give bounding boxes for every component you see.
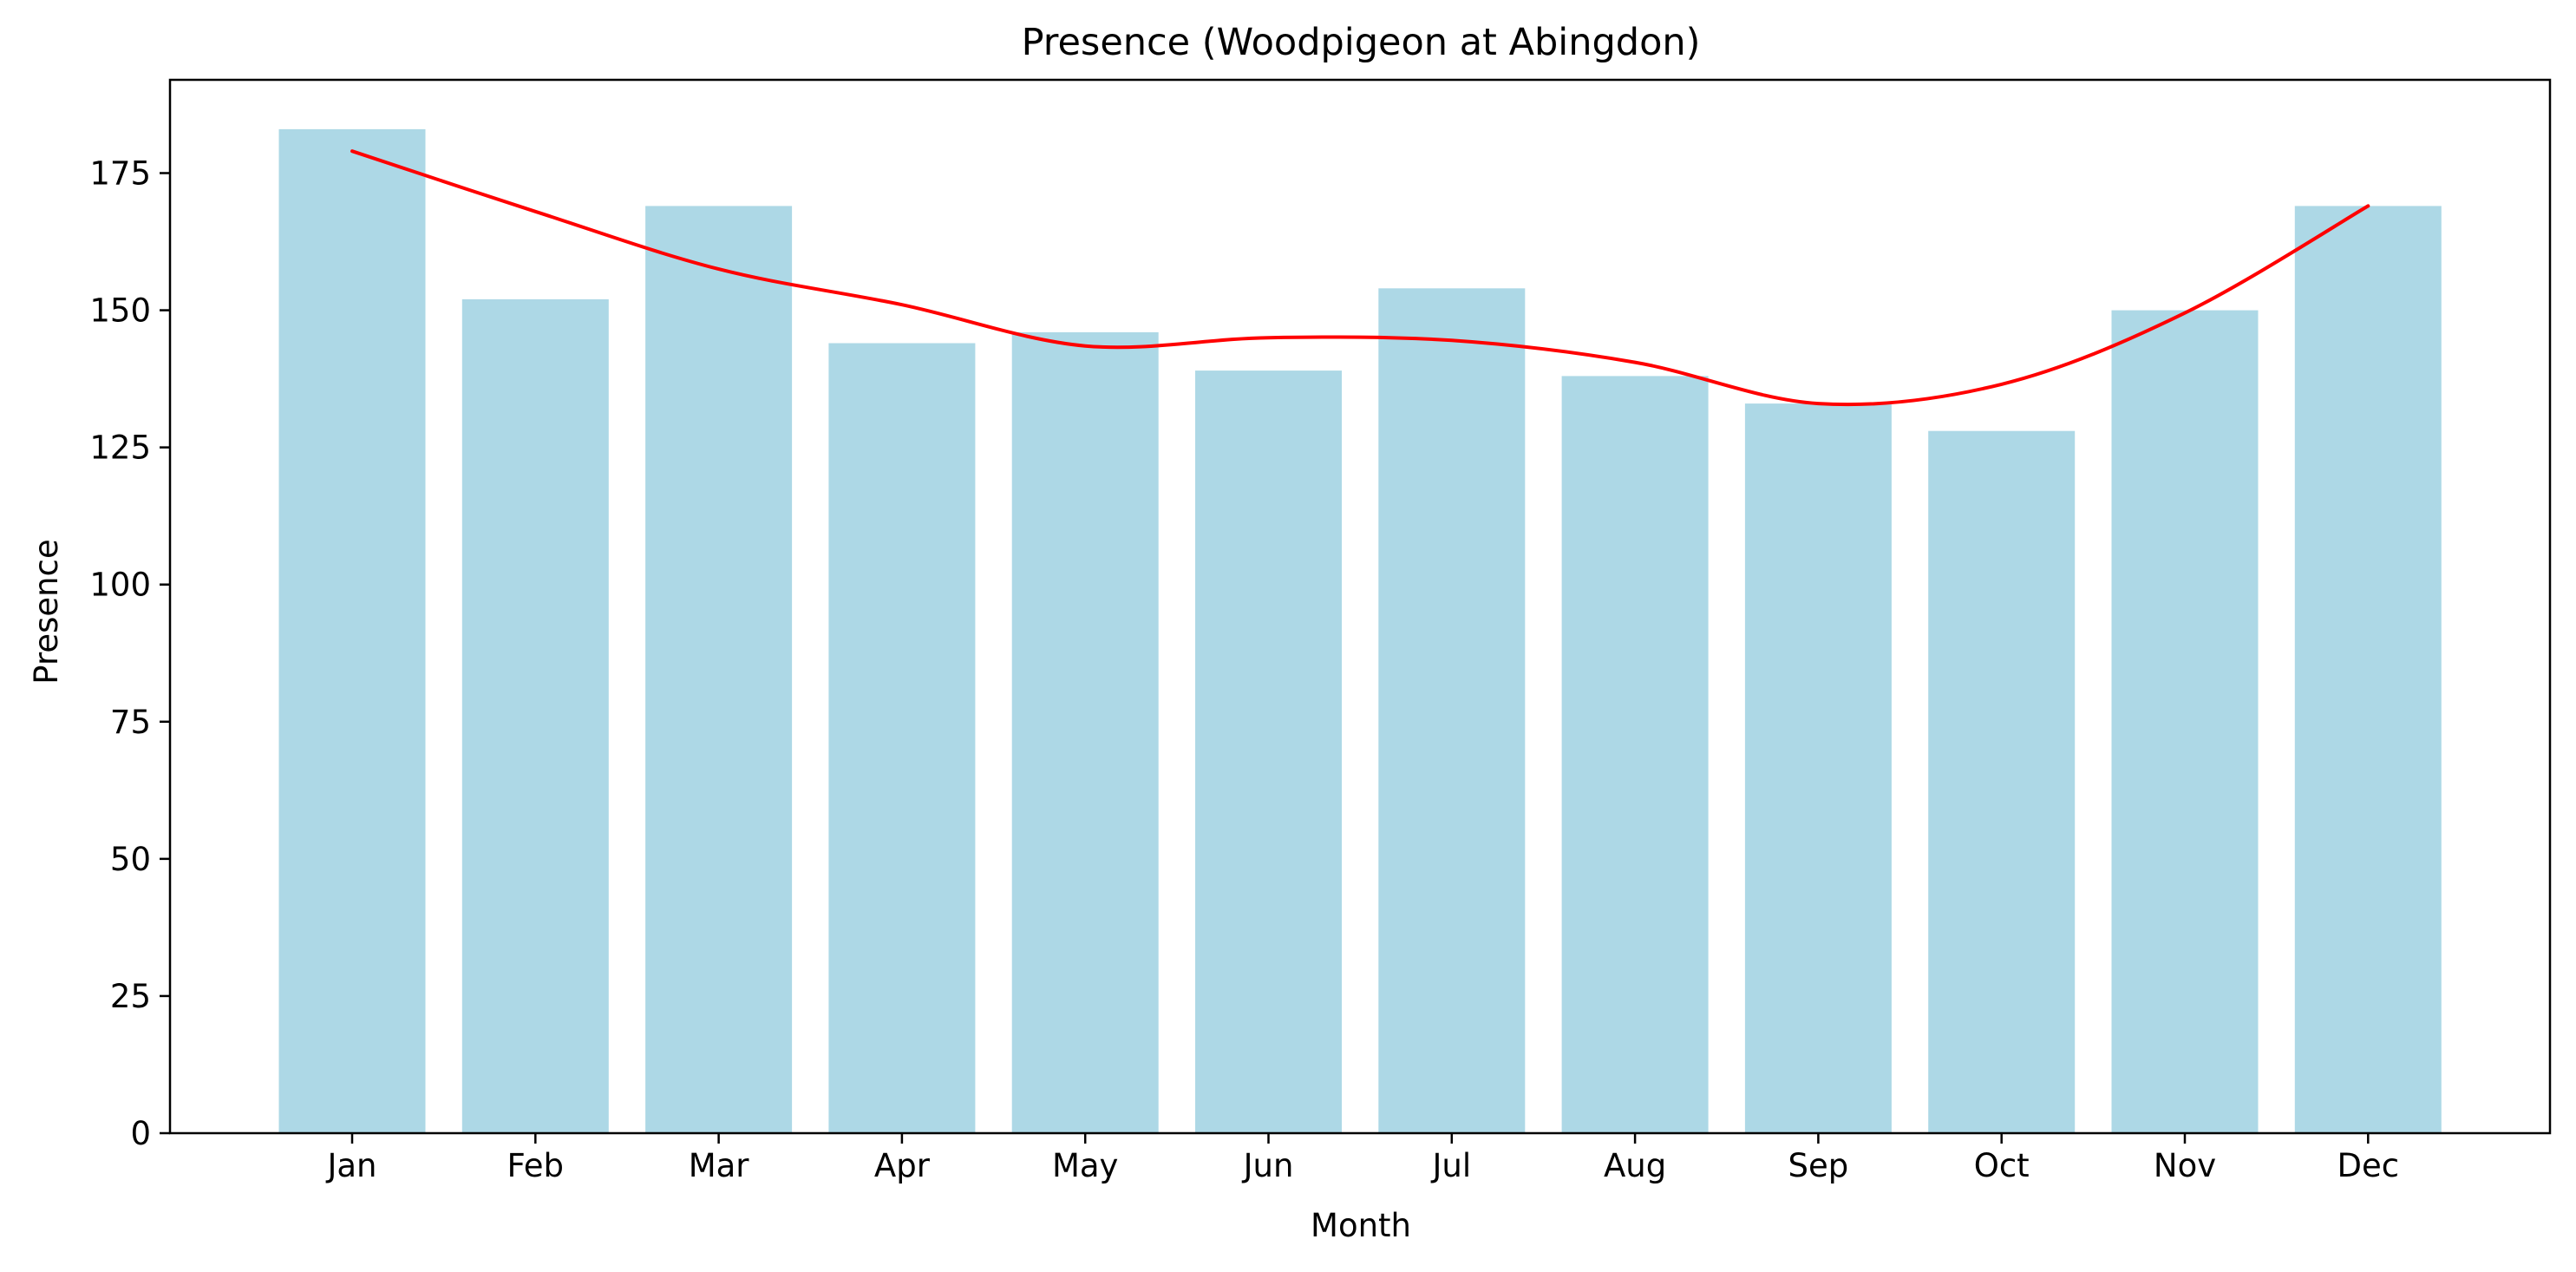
bar-aug [1561, 376, 1709, 1133]
x-tick-label: Sep [1788, 1147, 1849, 1184]
trend-line [350, 149, 2370, 407]
axes: 0 25 50 75 100 125 150 175 Jan Feb Mar Apr May Jun Jul… [89, 78, 2552, 1184]
x-axis-label: Month [1311, 1207, 1411, 1244]
y-tick-label: 25 [110, 978, 151, 1015]
y-tick-label: 75 [110, 704, 151, 741]
y-tick-label: 100 [89, 567, 151, 604]
x-tick-label: Jul [1430, 1147, 1471, 1184]
y-axis-label: Presence [28, 539, 65, 684]
bar-jun [1195, 370, 1342, 1134]
bar-jan [278, 128, 426, 1133]
plot-area [278, 128, 2442, 1134]
bar-oct [1928, 430, 2076, 1133]
x-tick-label: Mar [689, 1147, 750, 1184]
x-tick-label: Feb [507, 1147, 565, 1184]
y-tick-label: 175 [89, 154, 151, 192]
x-tick-label: Apr [874, 1147, 931, 1184]
bar-feb [461, 298, 609, 1133]
x-tick-label: Aug [1604, 1147, 1666, 1184]
plot-frame [168, 78, 2552, 1135]
bar-apr [828, 343, 976, 1133]
y-tick-label: 125 [89, 429, 151, 467]
x-tick-label: Jun [1242, 1147, 1294, 1184]
x-tick-label: Nov [2154, 1147, 2216, 1184]
x-tick-label: Jan [325, 1147, 376, 1184]
y-tick-label: 150 [89, 292, 151, 330]
y-tick-label: 0 [130, 1115, 151, 1152]
bar-sep [1744, 403, 1892, 1134]
x-tick-label: Dec [2337, 1147, 2399, 1184]
bar-may [1011, 331, 1159, 1133]
y-tick-label: 50 [110, 841, 151, 878]
x-tick-label: Oct [1974, 1147, 2030, 1184]
bar-dec [2294, 206, 2442, 1133]
x-tick-label: May [1052, 1147, 1119, 1184]
bar-mar [645, 206, 793, 1133]
chart-title: Presence (Woodpigeon at Abingdon) [1022, 21, 1701, 64]
bar-jul [1378, 288, 1526, 1133]
bar-nov [2111, 310, 2259, 1134]
